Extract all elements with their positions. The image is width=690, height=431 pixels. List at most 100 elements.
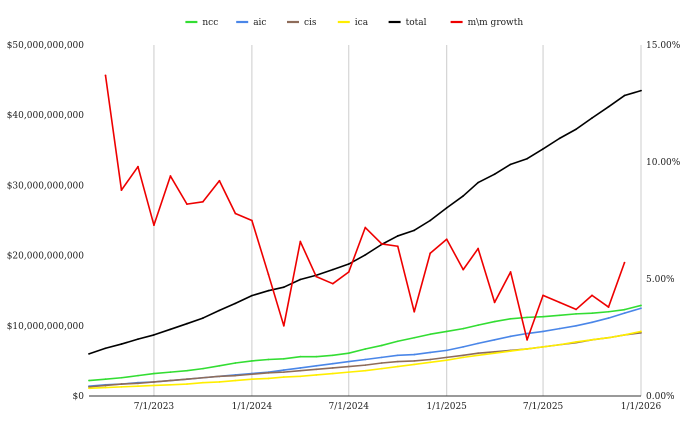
data-point	[413, 363, 416, 366]
data-point	[575, 324, 577, 327]
data-point	[234, 374, 237, 377]
data-point	[445, 359, 448, 362]
data-point	[396, 235, 399, 237]
data-point	[120, 383, 123, 385]
data-point	[364, 226, 367, 229]
data-point	[445, 330, 448, 333]
data-point	[526, 338, 528, 341]
legend-item[interactable]: m\m growth	[450, 18, 524, 28]
data-point	[218, 309, 221, 312]
data-point	[250, 378, 253, 381]
data-point	[234, 362, 237, 364]
data-point	[315, 364, 318, 367]
data-point	[315, 374, 318, 376]
data-point	[104, 378, 107, 381]
data-point	[640, 89, 642, 92]
data-point	[282, 324, 285, 327]
data-point	[558, 137, 561, 140]
data-point	[640, 330, 642, 333]
data-point	[250, 294, 253, 297]
data-point	[445, 206, 448, 209]
legend-item[interactable]: cis	[287, 18, 317, 28]
series-line	[88, 304, 642, 382]
series-line	[88, 307, 642, 387]
data-point	[462, 327, 465, 330]
data-point	[413, 360, 416, 362]
data-point	[575, 308, 577, 311]
y-right-tick-label: 0.00%	[646, 392, 675, 402]
legend-item[interactable]: ncc	[185, 18, 218, 28]
data-point	[462, 195, 465, 197]
data-point	[153, 384, 155, 387]
data-point	[542, 330, 544, 333]
data-point	[364, 364, 367, 367]
y-left-tick-label: $50,000,000,000	[7, 41, 85, 51]
data-point	[477, 181, 480, 184]
x-tick-label: 1/1/2024	[232, 402, 273, 412]
data-point	[186, 383, 188, 385]
data-point	[104, 347, 107, 350]
data-point	[493, 338, 496, 341]
x-tick-label: 7/1/2024	[329, 402, 370, 412]
data-point	[169, 175, 172, 177]
y-left-tick-label: $0	[73, 392, 85, 402]
data-point	[299, 278, 302, 281]
x-tick-label: 7/1/2023	[134, 402, 175, 412]
data-point	[347, 371, 350, 374]
data-point	[509, 350, 512, 352]
data-point	[558, 327, 561, 330]
data-point	[493, 320, 496, 323]
data-point	[347, 360, 350, 363]
data-point	[331, 282, 334, 285]
data-point	[558, 343, 561, 346]
data-point	[429, 351, 432, 354]
data-point	[509, 163, 512, 166]
data-point	[234, 212, 237, 215]
data-point	[623, 94, 626, 97]
data-point	[137, 338, 139, 341]
data-point	[347, 352, 350, 355]
y-right-tick-label: 15.00%	[646, 41, 681, 51]
data-point	[218, 364, 221, 367]
data-point	[137, 385, 139, 388]
data-point	[558, 301, 561, 304]
legend-item[interactable]: aic	[236, 18, 266, 28]
data-point	[234, 379, 237, 382]
x-tick-label: 7/1/2025	[523, 402, 564, 412]
data-point	[153, 372, 155, 375]
data-point	[526, 157, 528, 160]
data-point	[282, 357, 285, 360]
data-point	[575, 341, 577, 343]
series-ica	[88, 330, 642, 390]
data-point	[186, 378, 188, 381]
x-tick-label: 1/1/2026	[621, 402, 662, 412]
data-point	[364, 369, 367, 372]
data-point	[88, 352, 90, 355]
data-point	[88, 385, 90, 388]
data-point	[542, 315, 544, 318]
data-point	[347, 263, 350, 265]
data-point	[429, 219, 432, 222]
data-point	[202, 200, 204, 203]
data-point	[575, 312, 577, 315]
data-point	[607, 310, 610, 313]
data-point	[429, 361, 432, 364]
data-point	[267, 289, 270, 292]
legend-item[interactable]: total	[388, 18, 427, 28]
data-point	[218, 375, 221, 378]
data-point	[315, 275, 318, 278]
data-point	[526, 348, 528, 350]
data-point	[315, 355, 318, 358]
legend-item[interactable]: ica	[337, 18, 369, 28]
data-point	[331, 362, 334, 365]
series-ncc	[88, 304, 642, 382]
data-point	[575, 128, 577, 131]
data-point	[104, 74, 107, 77]
data-point	[267, 273, 270, 276]
data-point	[380, 243, 383, 245]
data-point	[542, 148, 544, 150]
data-point	[380, 367, 383, 370]
data-point	[315, 368, 318, 371]
data-point	[169, 383, 172, 386]
